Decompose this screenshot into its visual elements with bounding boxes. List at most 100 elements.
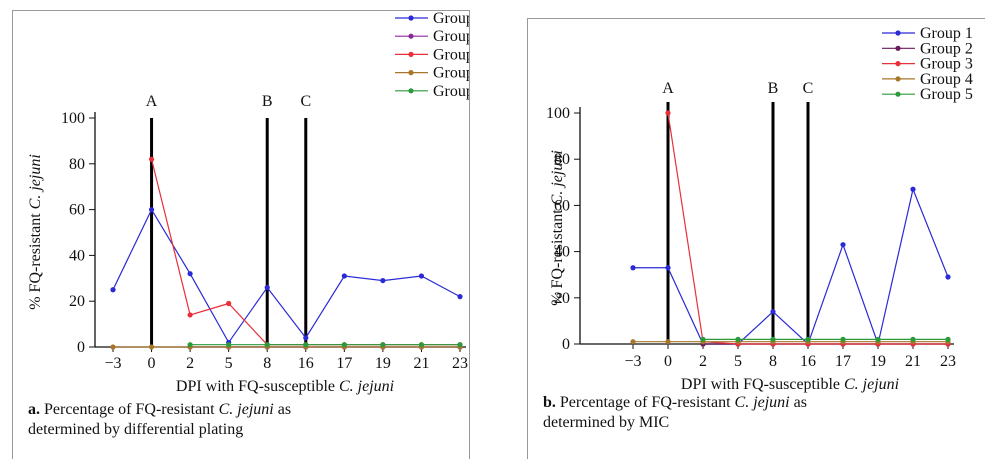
data-point: [380, 277, 386, 284]
x-tick-label: 8: [263, 355, 271, 372]
label-part: DPI with FQ-susceptible: [176, 378, 339, 395]
data-point: [665, 339, 671, 345]
data-point: [875, 336, 881, 342]
data-point: [770, 336, 776, 342]
data-point: [418, 273, 425, 279]
annotation-label: A: [662, 80, 674, 97]
annotation-label: C: [300, 93, 311, 110]
y-tick-label: 20: [69, 293, 85, 310]
data-point: [187, 342, 193, 348]
y-tick-label: 40: [69, 247, 85, 264]
legend-marker: [895, 76, 901, 82]
data-point: [226, 342, 232, 348]
annotation-label: A: [146, 93, 158, 110]
legend-label: Group 1: [920, 25, 973, 42]
y-tick-label: 100: [61, 110, 85, 127]
caption-part: C. jejuni: [735, 394, 790, 411]
y-tick-label: 60: [554, 197, 570, 214]
data-point: [945, 336, 951, 342]
data-point: [264, 342, 270, 348]
data-point: [418, 342, 425, 348]
label-part: C. jejuni: [844, 376, 899, 393]
data-point: [148, 344, 155, 350]
data-point: [735, 336, 741, 342]
axis-label: DPI with FQ-susceptible C. jejuni: [176, 378, 394, 395]
legend-marker: [408, 51, 414, 58]
legend-label: Group 5: [920, 86, 973, 103]
legend-label: Group 4: [433, 65, 486, 82]
x-tick-label: 0: [664, 353, 672, 370]
x-tick-label: 0: [148, 355, 156, 372]
legend-marker: [895, 61, 901, 67]
caption: a. Percentage of FQ-resistant C. jejuni …: [28, 401, 291, 418]
legend-label: Group 4: [920, 71, 973, 88]
panel-frame: [12, 10, 470, 459]
legend-marker: [408, 15, 414, 21]
annotation-label: B: [768, 80, 779, 97]
y-tick-label: 0: [562, 336, 570, 353]
x-tick-label: 23: [452, 355, 468, 372]
axis-label: DPI with FQ-susceptible C. jejuni: [681, 376, 899, 393]
data-point: [910, 336, 916, 342]
caption-part: determined by differential plating: [28, 421, 243, 438]
caption-part: determined by MIC: [543, 414, 669, 431]
data-point: [148, 156, 155, 162]
data-point: [457, 294, 463, 300]
axis-label: % FQ-resistant C. jejuni: [549, 150, 566, 306]
legend-label: Group 2: [920, 40, 973, 57]
x-tick-label: 5: [734, 353, 742, 370]
caption: b. Percentage of FQ-resistant C. jejuni …: [543, 394, 807, 411]
y-tick-label: 80: [554, 151, 570, 168]
annotation-label: B: [262, 93, 273, 110]
caption: determined by differential plating: [28, 421, 243, 438]
x-tick-label: 23: [940, 353, 956, 370]
data-point: [264, 284, 270, 291]
x-tick-label: 19: [375, 355, 391, 372]
caption-part: C. jejuni: [219, 401, 274, 418]
x-tick-label: 2: [186, 355, 194, 372]
caption-part: Percentage of FQ-resistant: [560, 394, 735, 411]
x-tick-label: 17: [835, 353, 851, 370]
data-point: [148, 207, 155, 213]
legend-marker: [895, 91, 901, 97]
data-point: [187, 312, 193, 318]
legend-marker: [895, 30, 901, 36]
data-point: [630, 265, 636, 271]
data-point: [110, 287, 116, 293]
y-tick-label: 40: [554, 244, 570, 261]
data-point: [770, 309, 776, 315]
data-point: [630, 339, 636, 345]
label-part: % FQ-resistant: [549, 205, 566, 305]
label-part: C. jejuni: [339, 378, 394, 395]
series-line: [112, 208, 461, 344]
caption-part: as: [790, 394, 807, 411]
legend-label: Group 1: [433, 10, 486, 27]
legend-label: Group 3: [920, 56, 973, 73]
legend-marker: [408, 88, 414, 94]
data-point: [303, 342, 309, 348]
x-tick-label: 8: [769, 353, 777, 370]
caption-label: b.: [543, 394, 556, 411]
legend-label: Group 2: [433, 28, 486, 45]
x-tick-label: 21: [905, 353, 921, 370]
x-tick-label: 19: [870, 353, 886, 370]
data-point: [840, 336, 846, 342]
legend-marker: [408, 33, 414, 39]
caption-part: as: [274, 401, 291, 418]
data-point: [665, 265, 671, 271]
data-point: [945, 274, 951, 280]
series-line: [633, 187, 949, 347]
data-point: [303, 335, 309, 341]
x-tick-label: 5: [225, 355, 233, 372]
label-part: DPI with FQ-susceptible: [681, 376, 844, 393]
caption: determined by MIC: [543, 414, 669, 431]
data-point: [910, 186, 916, 192]
data-point: [341, 273, 347, 279]
y-tick-label: 0: [77, 339, 85, 356]
legend-marker: [895, 45, 901, 51]
data-point: [380, 342, 386, 348]
label-part: % FQ-resistant: [27, 209, 44, 309]
